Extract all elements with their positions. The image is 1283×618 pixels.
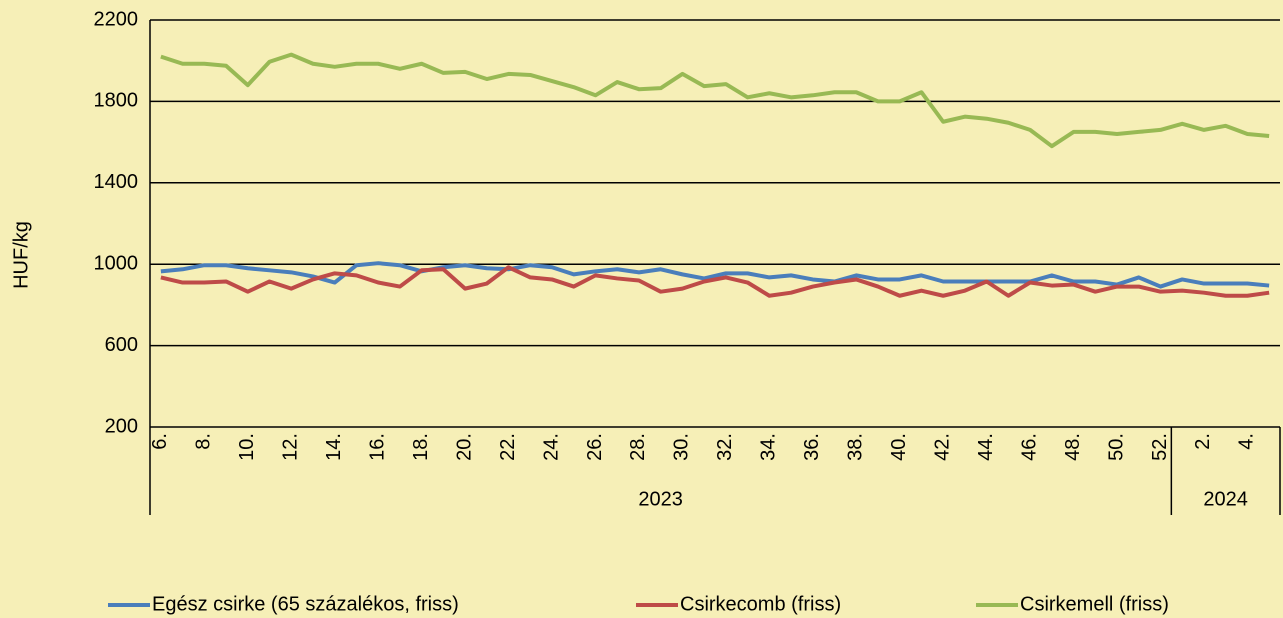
group-label: 2023: [638, 488, 683, 510]
x-tick-label: 44.: [975, 433, 997, 461]
x-tick-label: 38.: [845, 433, 867, 461]
x-tick-label: 14.: [323, 433, 345, 461]
x-tick-label: 32.: [714, 433, 736, 461]
y-tick-label: 2200: [94, 8, 139, 30]
x-tick-label: 24.: [540, 433, 562, 461]
x-tick-label: 10.: [236, 433, 258, 461]
x-tick-label: 42.: [931, 433, 953, 461]
legend-label: Egész csirke (65 százalékos, friss): [152, 593, 459, 615]
y-tick-label: 1000: [94, 252, 139, 274]
x-tick-label: 40.: [888, 433, 910, 461]
x-tick-label: 18.: [410, 433, 432, 461]
x-tick-label: 22.: [497, 433, 519, 461]
series-line: [160, 265, 1270, 298]
x-tick-label: 4.: [1236, 433, 1258, 450]
x-tick-label: 6.: [149, 433, 171, 450]
x-tick-label: 46.: [1018, 433, 1040, 461]
y-tick-label: 600: [105, 334, 138, 356]
legend-label: Csirkemell (friss): [1020, 593, 1169, 615]
y-tick-label: 1800: [94, 90, 139, 112]
x-tick-label: 20.: [453, 433, 475, 461]
x-tick-label: 36.: [801, 433, 823, 461]
x-tick-label: 16.: [366, 433, 388, 461]
x-tick-label: 8.: [193, 433, 215, 450]
x-tick-label: 28.: [627, 433, 649, 461]
x-tick-label: 26.: [584, 433, 606, 461]
x-tick-label: 52.: [1149, 433, 1171, 461]
y-axis-label: HUF/kg: [10, 221, 32, 289]
group-label: 2024: [1203, 488, 1248, 510]
y-tick-label: 1400: [94, 171, 139, 193]
x-tick-label: 12.: [280, 433, 302, 461]
x-tick-label: 30.: [671, 433, 693, 461]
series-line: [160, 52, 1270, 149]
legend-label: Csirkecomb (friss): [680, 593, 841, 615]
x-tick-label: 2.: [1192, 433, 1214, 450]
x-tick-label: 48.: [1062, 433, 1084, 461]
x-tick-label: 34.: [758, 433, 780, 461]
x-tick-label: 50.: [1105, 433, 1127, 461]
y-tick-label: 200: [105, 415, 138, 437]
